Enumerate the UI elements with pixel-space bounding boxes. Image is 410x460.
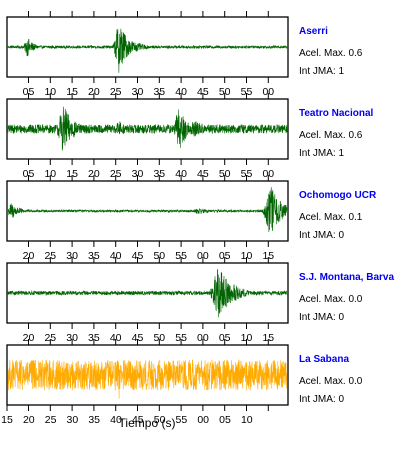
tick-label: 25 (44, 332, 56, 344)
station-name: La Sabana (299, 354, 349, 365)
waveform-trace (7, 269, 288, 318)
tick-label: 15 (66, 86, 78, 98)
tick-label: 25 (44, 250, 56, 262)
tick-label: 00 (262, 168, 274, 180)
max-acceleration-label: Acel. Max. 0.0 (299, 294, 363, 305)
tick-label: 05 (23, 168, 35, 180)
tick-label: 40 (110, 250, 122, 262)
tick-label: 15 (1, 414, 13, 426)
waveform-trace (7, 106, 288, 151)
tick-label: 10 (241, 414, 253, 426)
tick-label: 20 (88, 168, 100, 180)
tick-label: 45 (132, 250, 144, 262)
tick-label: 55 (175, 332, 187, 344)
x-axis-title: Tiempo (s) (119, 416, 176, 430)
waveform-trace (7, 187, 288, 233)
station-name: Aserri (299, 26, 328, 37)
tick-label: 05 (23, 86, 35, 98)
tick-label: 10 (241, 250, 253, 262)
tick-label: 25 (110, 168, 122, 180)
tick-label: 10 (241, 332, 253, 344)
tick-label: 10 (44, 168, 56, 180)
station-name: S.J. Montana, Barva (299, 272, 394, 283)
tick-label: 40 (110, 414, 122, 426)
tick-label: 50 (219, 168, 231, 180)
tick-label: 50 (153, 332, 165, 344)
tick-label: 00 (197, 414, 209, 426)
tick-label: 55 (176, 414, 188, 426)
tick-label: 55 (241, 168, 253, 180)
tick-label: 35 (88, 332, 100, 344)
panel-frame (6, 262, 289, 324)
tick-label: 45 (197, 168, 209, 180)
station-name: Ochomogo UCR (299, 190, 377, 201)
panel-frame (6, 344, 289, 406)
tick-label: 25 (45, 414, 57, 426)
tick-label: 05 (219, 332, 231, 344)
jma-intensity-label: Int JMA: 0 (299, 312, 344, 323)
panel-2: 20 25 30 35 40 45 50 55 00 05 10 15 Ochomogo UCR Acel… (6, 175, 377, 262)
tick-label: 00 (262, 86, 274, 98)
tick-label: 20 (88, 86, 100, 98)
tick-label: 45 (132, 414, 144, 426)
panel-frame (6, 98, 289, 160)
tick-label: 20 (23, 332, 35, 344)
tick-label: 05 (219, 414, 231, 426)
jma-intensity-label: Int JMA: 1 (299, 148, 344, 159)
max-acceleration-label: Acel. Max. 0.1 (299, 212, 363, 223)
tick-label: 00 (197, 332, 209, 344)
tick-label: 20 (23, 250, 35, 262)
tick-label: 35 (153, 168, 165, 180)
max-acceleration-label: Acel. Max. 0.0 (299, 376, 363, 387)
tick-label: 30 (132, 168, 144, 180)
tick-label: 20 (23, 414, 35, 426)
panel-0: 05 10 15 20 25 30 35 40 45 50 55 00 Aserri Acel. Max.… (6, 11, 363, 98)
tick-label: 10 (44, 86, 56, 98)
tick-label: 45 (197, 86, 209, 98)
tick-label: 15 (262, 250, 274, 262)
tick-label: 35 (153, 86, 165, 98)
station-name: Teatro Nacional (299, 108, 373, 119)
jma-intensity-label: Int JMA: 1 (299, 66, 344, 77)
tick-label: 15 (262, 332, 274, 344)
panel-1: 05 10 15 20 25 30 35 40 45 50 55 00 Teatro Nacional A… (6, 93, 373, 180)
tick-label: 25 (110, 86, 122, 98)
tick-label: 45 (132, 332, 144, 344)
tick-label: 55 (175, 250, 187, 262)
tick-label: 05 (219, 250, 231, 262)
jma-intensity-label: Int JMA: 0 (299, 394, 344, 405)
panel-4: 15 20 25 30 35 40 45 50 55 00 05 10 La Sabana Acel. M… (1, 339, 363, 426)
panel-frame (6, 16, 289, 78)
tick-label: 30 (66, 250, 78, 262)
waveform-trace (7, 28, 288, 73)
tick-label: 30 (67, 414, 79, 426)
max-acceleration-label: Acel. Max. 0.6 (299, 48, 363, 59)
tick-label: 30 (132, 86, 144, 98)
tick-label: 40 (175, 168, 187, 180)
tick-label: 00 (197, 250, 209, 262)
tick-label: 35 (88, 250, 100, 262)
tick-label: 35 (88, 414, 100, 426)
tick-label: 15 (66, 168, 78, 180)
tick-label: 40 (110, 332, 122, 344)
panel-3: 20 25 30 35 40 45 50 55 00 05 10 15 S.J. Montana, Ba… (6, 257, 394, 344)
tick-label: 50 (153, 250, 165, 262)
tick-label: 50 (219, 86, 231, 98)
max-acceleration-label: Acel. Max. 0.6 (299, 130, 363, 141)
waveform-trace (7, 359, 288, 399)
panel-frame (6, 180, 289, 242)
tick-label: 50 (154, 414, 166, 426)
tick-label: 40 (175, 86, 187, 98)
tick-label: 55 (241, 86, 253, 98)
tick-label: 30 (66, 332, 78, 344)
jma-intensity-label: Int JMA: 0 (299, 230, 344, 241)
